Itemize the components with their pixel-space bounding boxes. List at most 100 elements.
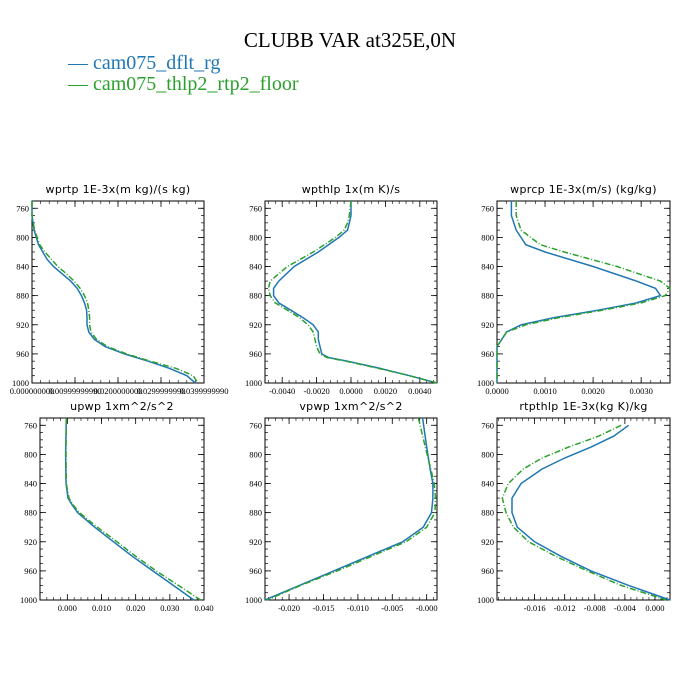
- y-tick-label: 800: [481, 449, 494, 459]
- y-tick-label: 840: [249, 479, 262, 489]
- series-line-floor: [267, 200, 438, 384]
- y-tick-label: 1000: [245, 595, 262, 605]
- x-tick-label: 0.0010: [533, 386, 556, 396]
- chart-panel-0: wprtp 1E-3x(m kg)/(s kg) 760 800 840 880 920 9…: [10, 183, 229, 396]
- y-tick-label: 880: [249, 291, 262, 301]
- y-tick-label: 840: [481, 262, 494, 272]
- series-line-floor: [31, 201, 199, 384]
- y-tick-label: 920: [481, 537, 494, 547]
- series-line-dflt: [264, 417, 434, 601]
- series-line-floor: [266, 417, 437, 601]
- x-tick-label: -0.010: [347, 603, 369, 613]
- x-tick-label: -0.020: [278, 603, 300, 613]
- y-tick-label: 760: [481, 420, 494, 430]
- x-tick-label: 0.0000: [339, 386, 362, 396]
- y-tick-label: 880: [249, 508, 262, 518]
- y-tick-label: 760: [24, 420, 37, 430]
- x-tick-label: 0.0040: [408, 386, 431, 396]
- panel-title: wpthlp 1x(m K)/s: [302, 183, 401, 196]
- x-tick-label: 0.0200000000: [94, 386, 143, 396]
- y-tick-label: 1000: [20, 595, 37, 605]
- series-line-dflt: [31, 201, 196, 384]
- x-tick-label: 0.000000000: [10, 386, 55, 396]
- y-tick-label: 760: [481, 203, 494, 213]
- x-tick-label: 0.020: [126, 603, 145, 613]
- y-tick-label: 760: [16, 203, 29, 213]
- x-tick-label: -0.015: [312, 603, 334, 613]
- x-tick-label: 0.0299999990: [137, 386, 186, 396]
- y-tick-label: 920: [16, 320, 29, 330]
- y-tick-label: 840: [16, 262, 29, 272]
- x-tick-label: -0.016: [524, 603, 546, 613]
- x-tick-label: 0.000: [58, 603, 77, 613]
- plot-frame: [31, 200, 205, 384]
- x-tick-label: 0.010: [92, 603, 111, 613]
- x-tick-label: 0.0020: [374, 386, 397, 396]
- y-tick-label: 960: [249, 349, 262, 359]
- panel-title: upwp 1xm^2/s^2: [70, 400, 174, 413]
- series-line-dflt: [64, 417, 195, 601]
- legend-entry-floor: — cam075_thlp2_rtp2_floor: [68, 73, 299, 95]
- y-tick-label: 960: [481, 349, 494, 359]
- x-tick-label: 0.0020: [581, 386, 604, 396]
- y-tick-label: 960: [249, 566, 262, 576]
- y-tick-label: 760: [249, 203, 262, 213]
- y-tick-label: 920: [249, 320, 262, 330]
- y-tick-label: 1000: [477, 378, 494, 388]
- panel-title: rtpthlp 1E-3x(kg K)/kg: [519, 400, 647, 413]
- x-tick-label: 0.000: [645, 603, 664, 613]
- chart-panel-4: vpwp 1xm^2/s^2 760 800 840 880 920 960 1000 -0.0…: [245, 400, 438, 613]
- y-tick-label: 1000: [245, 378, 262, 388]
- legend-entry-dflt: — cam075_dflt_rg: [68, 52, 221, 74]
- figure-title: CLUBB VAR at325E,0N: [243, 28, 457, 52]
- y-tick-label: 920: [481, 320, 494, 330]
- y-tick-label: 1000: [12, 378, 29, 388]
- x-tick-label: -0.005: [381, 603, 403, 613]
- series-line-floor: [501, 424, 667, 601]
- y-tick-label: 920: [24, 537, 37, 547]
- x-tick-label: 0.0030: [629, 386, 652, 396]
- y-tick-label: 880: [481, 508, 494, 518]
- y-tick-label: 960: [24, 566, 37, 576]
- chart-panel-1: wpthlp 1x(m K)/s 760 800 840 880 920 960 1000 -0…: [245, 183, 438, 396]
- chart-panel-3: upwp 1xm^2/s^2 760 800 840 880 920 960 1000 0.00…: [20, 400, 214, 613]
- y-tick-label: 800: [249, 449, 262, 459]
- x-tick-label: 0.0000: [485, 386, 508, 396]
- plot-frame: [264, 200, 438, 384]
- y-tick-label: 800: [481, 232, 494, 242]
- plot-frame: [39, 417, 205, 601]
- y-tick-label: 880: [16, 291, 29, 301]
- x-tick-label: -0.0040: [269, 386, 295, 396]
- y-tick-label: 880: [481, 291, 494, 301]
- y-tick-label: 920: [249, 537, 262, 547]
- x-tick-label: -0.004: [614, 603, 637, 613]
- y-tick-label: 880: [24, 508, 37, 518]
- y-tick-label: 800: [24, 449, 37, 459]
- series-line-dflt: [496, 201, 662, 383]
- series-line-dflt: [511, 424, 671, 601]
- y-tick-label: 800: [249, 232, 262, 242]
- plot-frame: [496, 200, 671, 384]
- y-tick-label: 1000: [477, 595, 494, 605]
- chart-panel-5: rtpthlp 1E-3x(kg K)/kg 760 800 840 880 920 960…: [477, 400, 671, 613]
- panel-title: vpwp 1xm^2/s^2: [299, 400, 402, 413]
- y-tick-label: 840: [481, 479, 494, 489]
- x-tick-label: 0.030: [160, 603, 179, 613]
- chart-panel-2: wprcp 1E-3x(m/s) (kg/kg) 760 800 840 880 920 9…: [477, 183, 672, 396]
- series-line-dflt: [272, 201, 438, 384]
- x-tick-label: -0.000: [416, 603, 438, 613]
- y-tick-label: 840: [249, 262, 262, 272]
- x-tick-label: 0.0399999990: [180, 386, 229, 396]
- panel-title: wprtp 1E-3x(m kg)/(s kg): [46, 183, 191, 196]
- y-tick-label: 840: [24, 479, 37, 489]
- series-line-floor: [65, 417, 202, 601]
- x-tick-label: -0.012: [554, 603, 576, 613]
- x-tick-label: -0.0020: [303, 386, 329, 396]
- series-line-floor: [496, 201, 672, 383]
- y-tick-label: 960: [481, 566, 494, 576]
- x-tick-label: -0.008: [584, 603, 606, 613]
- y-tick-label: 960: [16, 349, 29, 359]
- x-tick-label: 0.040: [194, 603, 213, 613]
- x-tick-label: 0.00999999990: [48, 386, 101, 396]
